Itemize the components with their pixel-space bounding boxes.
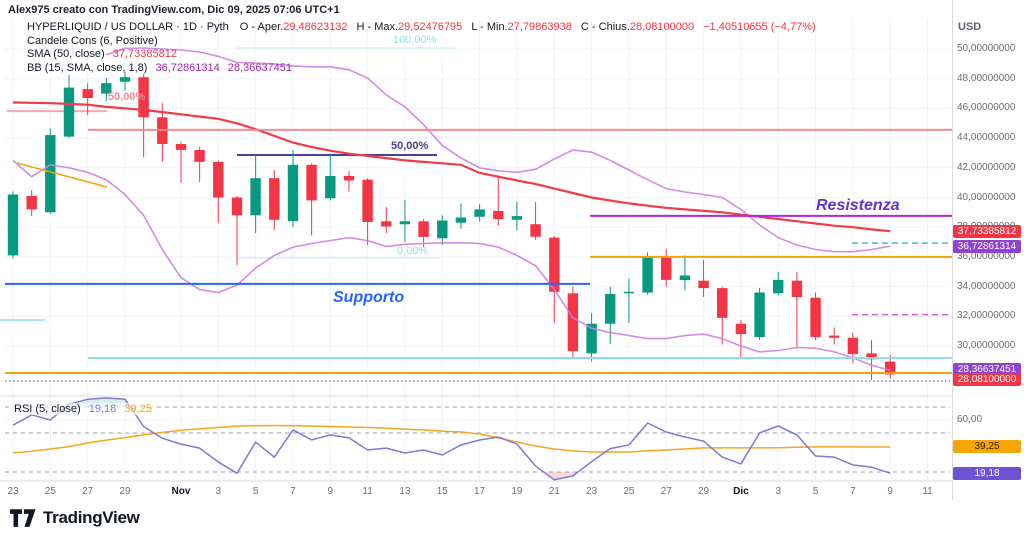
close-label: C - Chius. <box>580 21 630 33</box>
rsi-axis-label: 60,00 <box>957 414 983 425</box>
tradingview-logo[interactable]: TradingView <box>10 508 140 528</box>
bb-upper-band[interactable] <box>106 47 891 253</box>
time-axis-label: 25 <box>623 486 635 497</box>
price-axis-label: 50,00000000 <box>957 43 1016 54</box>
watermark: Alex975 creato con TradingView.com, Dic … <box>8 4 340 16</box>
bb-upper-value: 36,72861314 <box>155 61 220 74</box>
symbol-title: HYPERLIQUID / US DOLLAR · 1D · Pyth <box>27 21 229 33</box>
time-axis-label: 13 <box>399 486 411 497</box>
price-badge: 36,72861314 <box>953 239 1021 253</box>
rsi-badge: 19,18 <box>953 466 1021 480</box>
open-label: O - Aper. <box>239 21 284 33</box>
currency-label: USD <box>958 21 982 33</box>
price-axis-label: 40,00000000 <box>957 191 1016 203</box>
price-axis-label: 42,00000000 <box>957 161 1016 173</box>
price-badge: 37,73385812 <box>953 224 1021 238</box>
time-axis-label: 15 <box>436 486 448 497</box>
legend-panel: HYPERLIQUID / US DOLLAR · 1D · Pyth O - … <box>27 21 816 75</box>
open-value: 29,48623132 <box>283 21 348 33</box>
time-axis-label: 25 <box>44 486 56 497</box>
close-value: 28,08100000 <box>629 21 695 33</box>
time-axis-label: 5 <box>812 486 819 497</box>
fib-50-upper-label[interactable]: 50,00% <box>108 91 146 103</box>
sma-value: 37,73385812 <box>112 48 177 60</box>
price-axis-label: 30,00000000 <box>957 340 1016 351</box>
tradingview-logo-text: TradingView <box>43 508 140 527</box>
time-axis-label: Nov <box>171 486 191 497</box>
time-axis-label: 9 <box>887 486 893 497</box>
price-axis-label: 46,00000000 <box>957 102 1016 114</box>
change-value: −1,40510655 (−4,77%) <box>703 21 816 33</box>
rsi-value: 19,18 <box>88 403 117 415</box>
rsi-line[interactable] <box>12 397 891 481</box>
time-axis-label: 3 <box>215 486 222 497</box>
fib-100-label[interactable]: 100,00% <box>393 34 437 46</box>
rsi-signal-line[interactable] <box>12 424 891 454</box>
time-axis-label: 29 <box>119 486 131 497</box>
price-axis-label: 34,00000000 <box>957 280 1016 292</box>
indicator-row-bb[interactable]: BB (15, SMA, close, 1,8) 36,72861314 28,… <box>27 62 816 75</box>
rsi-badge: 39,25 <box>953 440 1021 454</box>
time-axis-label: 9 <box>327 486 334 497</box>
bb-lower-band[interactable] <box>12 159 891 371</box>
time-axis-label: 29 <box>698 486 710 497</box>
candlestick-series[interactable] <box>7 72 896 381</box>
time-axis-label: Dic <box>733 486 749 497</box>
fib-50-label[interactable]: 50,00% <box>391 140 429 152</box>
sma-label: SMA (50, close) <box>27 48 105 60</box>
time-axis-label: 7 <box>290 486 296 497</box>
indicator-row-sma[interactable]: SMA (50, close) 37,73385812 <box>27 48 816 61</box>
time-axis-label: 21 <box>548 486 560 497</box>
low-value: 27,79863938 <box>507 21 572 33</box>
time-axis-label: 19 <box>511 486 523 497</box>
price-axis-label: 44,00000000 <box>957 132 1016 144</box>
fib-0-label[interactable]: 0,00% <box>397 245 429 257</box>
sma50-line[interactable] <box>12 101 891 233</box>
tradingview-logo-icon <box>10 508 36 527</box>
time-axis-label: 17 <box>474 486 486 497</box>
time-axis-label: 5 <box>252 486 259 497</box>
time-axis-label: 11 <box>922 486 933 497</box>
time-axis-label: 11 <box>362 486 373 497</box>
time-axis-label: 3 <box>775 486 781 497</box>
price-badge: 28,36637451 <box>953 362 1021 376</box>
high-value: 29,52476795 <box>398 21 463 33</box>
price-badge: 28,08100000 <box>953 372 1021 386</box>
bb-lower-value: 28,36637451 <box>227 61 293 74</box>
support-label[interactable]: Supporto <box>333 289 405 306</box>
bb-label: BB (15, SMA, close, 1,8) <box>27 61 148 74</box>
price-axis-label: 48,00000000 <box>957 72 1016 84</box>
price-axis-label: 36,00000000 <box>957 250 1016 262</box>
time-axis-label: 23 <box>586 486 598 497</box>
low-label: L - Min. <box>471 21 508 33</box>
symbol-ohlc-row[interactable]: HYPERLIQUID / US DOLLAR · 1D · Pyth O - … <box>27 21 816 34</box>
price-axis-label: 32,00000000 <box>957 310 1016 322</box>
rsi-signal-value: 39,25 <box>124 403 152 415</box>
time-axis-label: 23 <box>7 486 19 497</box>
candele-cons-label: Candele Cons (6, Positive) <box>27 34 158 47</box>
indicator-row-rsi[interactable]: RSI (5, close) 19,18 39,25 <box>12 403 154 415</box>
indicator-row-candele-cons[interactable]: Candele Cons (6, Positive) <box>27 35 816 48</box>
rsi-label: RSI (5, close) <box>14 403 81 415</box>
resistance-label[interactable]: Resistenza <box>816 197 900 214</box>
time-axis-label: 27 <box>82 486 94 497</box>
time-axis-label: 27 <box>660 486 672 497</box>
time-axis-label: 7 <box>850 486 856 497</box>
high-label: H - Max. <box>356 21 399 33</box>
